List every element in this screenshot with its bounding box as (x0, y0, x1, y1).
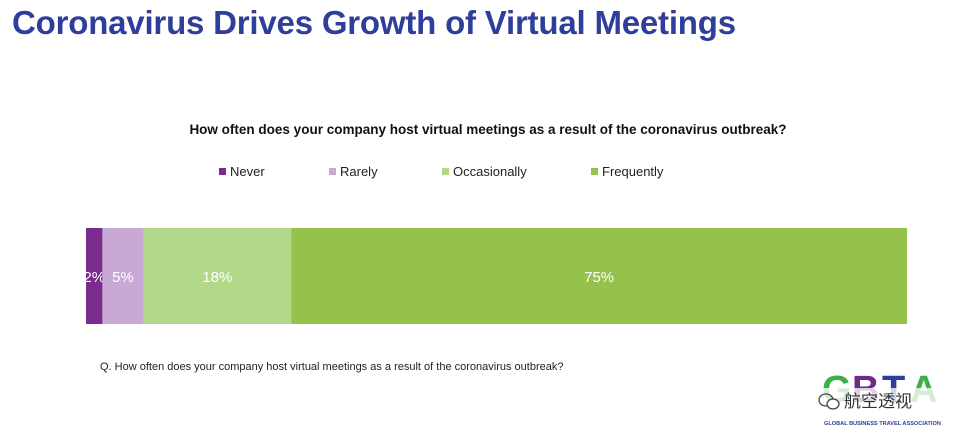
wechat-icon (818, 393, 840, 410)
data-label-frequently: 75% (584, 269, 614, 286)
bar-segment-frequently (291, 228, 907, 324)
legend-swatch-rarely (329, 168, 336, 175)
gbta-logo: G B T A 航空透视 GLOBAL BUSINESS TRAVEL ASSO… (818, 362, 968, 430)
bar-segment-never (86, 228, 103, 324)
footnote: Q. How often does your company host virt… (100, 361, 564, 373)
legend-item-never: Never (219, 164, 265, 179)
data-label-rarely: 5% (112, 269, 134, 286)
legend-item-frequently: Frequently (591, 164, 663, 179)
bar-segment-occasionally (143, 228, 292, 324)
legend-label-occasionally: Occasionally (453, 164, 527, 179)
chart-legend: Never Rarely Occasionally Frequently (0, 164, 976, 182)
gbta-logo-graphic: G B T A 航空透视 GLOBAL BUSINESS TRAVEL ASSO… (818, 369, 968, 427)
legend-label-frequently: Frequently (602, 164, 664, 179)
watermark-text: 航空透视 (844, 392, 912, 412)
chart-title: How often does your company host virtual… (189, 122, 787, 137)
legend-item-occasionally: Occasionally (442, 164, 527, 179)
data-label-never: 2% (86, 269, 105, 286)
legend-swatch-frequently (591, 168, 598, 175)
legend-label-rarely: Rarely (340, 164, 378, 179)
bar-segment-rarely (102, 228, 144, 324)
logo-caption: GLOBAL BUSINESS TRAVEL ASSOCIATION (824, 421, 941, 427)
legend-label-never: Never (230, 164, 265, 179)
slide-title: Coronavirus Drives Growth of Virtual Mee… (12, 4, 736, 41)
legend-swatch-never (219, 168, 226, 175)
legend-swatch-occasionally (442, 168, 449, 175)
stacked-bar: 2% 5% 18% 75% (86, 228, 907, 324)
stacked-bar-chart: 2% 5% 18% 75% (86, 228, 907, 324)
data-label-occasionally: 18% (202, 269, 232, 286)
legend-item-rarely: Rarely (329, 164, 378, 179)
